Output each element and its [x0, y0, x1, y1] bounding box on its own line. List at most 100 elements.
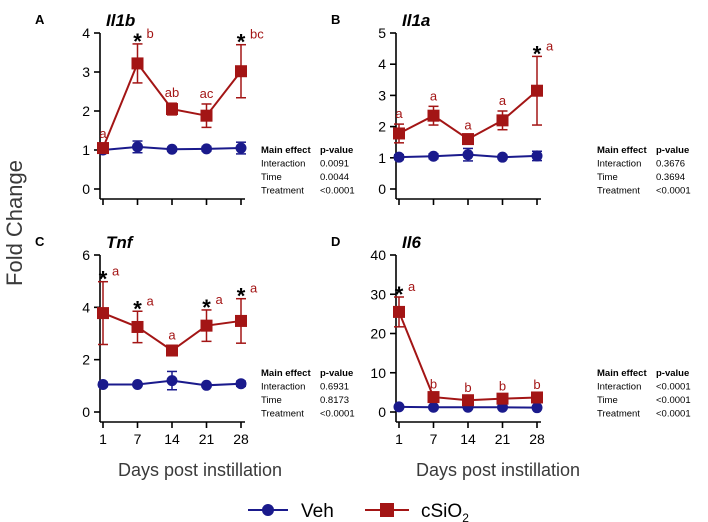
y-tick-label: 3: [378, 87, 386, 103]
stats-p-value: 0.0044: [320, 172, 349, 183]
significance-star: *: [237, 30, 246, 55]
significance-letter: a: [168, 327, 176, 342]
data-point-veh: [531, 150, 543, 162]
significance-star: *: [202, 295, 211, 320]
data-point-csio2: [462, 394, 474, 407]
y-tick-label: 30: [370, 286, 386, 302]
stats-p-value: 0.6931: [320, 382, 349, 393]
stats-effect-name: Interaction: [597, 159, 641, 170]
significance-star: *: [133, 29, 142, 54]
series-veh: [97, 140, 247, 156]
stats-effect-name: Treatment: [261, 186, 304, 197]
data-point-csio2: [200, 319, 213, 332]
significance-letter: a: [499, 93, 507, 108]
data-point-csio2: [200, 109, 213, 122]
significance-star: *: [395, 282, 404, 307]
significance-star: *: [133, 296, 142, 321]
panel-d: D Il6 0 10 20 30 40 1 7 14 21 28 a * b b b b Main effect p-…: [331, 233, 691, 447]
y-tick-label: 10: [370, 365, 386, 381]
data-point-veh: [462, 149, 474, 161]
stats-effect-name: Interaction: [597, 382, 641, 393]
data-point-veh: [393, 151, 405, 163]
stats-table: Main effect p-value Interaction <0.0001 Time…: [597, 368, 691, 420]
data-point-csio2: [531, 84, 543, 97]
data-point-veh: [132, 141, 143, 153]
x-axis-label-right: Days post instillation: [416, 460, 580, 480]
series-csio2: a * a * a a * a *: [97, 264, 258, 357]
stats-p-value: <0.0001: [656, 409, 691, 420]
panel-b: B Il1a 0 1 2 3 4 5 a a a a a * Main effect p-value Inter…: [331, 11, 691, 205]
stats-effect-name: Interaction: [261, 159, 305, 170]
stats-effect-name: Treatment: [597, 186, 640, 197]
stats-header-pvalue: p-value: [656, 368, 689, 379]
x-tick-label: 14: [460, 431, 476, 447]
significance-letter: b: [147, 26, 154, 41]
data-point-csio2: [97, 142, 109, 155]
data-point-veh: [235, 378, 247, 390]
significance-letter: b: [533, 377, 540, 392]
data-point-veh: [235, 142, 247, 154]
data-point-veh: [97, 379, 109, 391]
y-tick-label: 4: [378, 56, 386, 72]
significance-star: *: [533, 41, 542, 66]
panel-title: Tnf: [106, 233, 135, 252]
legend: Veh cSiO2: [248, 501, 469, 522]
x-tick-label: 21: [495, 431, 511, 447]
significance-letter: ac: [200, 86, 214, 101]
panel-title: Il6: [402, 233, 421, 252]
y-tick-label: 0: [82, 181, 90, 197]
significance-letter: b: [464, 380, 471, 395]
y-tick-label: 6: [82, 247, 90, 263]
significance-letter: a: [216, 292, 224, 307]
y-tick-label: 20: [370, 326, 386, 342]
legend-label-veh: Veh: [301, 501, 334, 522]
data-point-csio2: [166, 103, 178, 116]
legend-marker-csio2: [380, 503, 394, 517]
x-tick-label: 21: [199, 431, 215, 447]
stats-header-pvalue: p-value: [320, 368, 353, 379]
legend-marker-veh: [262, 504, 274, 516]
y-tick-label: 0: [378, 404, 386, 420]
data-point-csio2: [131, 320, 144, 333]
stats-effect-name: Interaction: [261, 382, 305, 393]
y-tick-label: 0: [378, 181, 386, 197]
data-point-veh: [428, 401, 439, 413]
data-point-csio2: [496, 114, 509, 127]
x-tick-label: 14: [164, 431, 180, 447]
data-point-csio2: [235, 65, 247, 78]
significance-letter: a: [464, 117, 472, 132]
y-tick-label: 2: [378, 119, 386, 135]
significance-letter: b: [499, 378, 506, 393]
x-tick-label: 1: [99, 431, 107, 447]
significance-letter: a: [112, 264, 120, 279]
data-point-veh: [201, 143, 212, 155]
stats-header-pvalue: p-value: [656, 145, 689, 156]
panel-letter: B: [331, 12, 340, 27]
legend-label-csio2: cSiO2: [421, 501, 469, 522]
stats-effect-name: Treatment: [261, 409, 304, 420]
data-point-csio2: [427, 109, 440, 122]
stats-effect-name: Time: [597, 172, 618, 183]
data-point-veh: [497, 151, 508, 163]
legend-label-csio2-subscript: 2: [462, 511, 469, 522]
panel-letter: A: [35, 12, 45, 27]
panel-title: Il1b: [106, 11, 135, 30]
series-veh: [393, 147, 543, 163]
stats-p-value: 0.3676: [656, 159, 685, 170]
data-point-veh: [393, 401, 405, 413]
stats-effect-name: Time: [261, 395, 282, 406]
x-axis-label-left: Days post instillation: [118, 460, 282, 480]
y-tick-label: 5: [378, 25, 386, 41]
stats-p-value: <0.0001: [656, 382, 691, 393]
data-point-veh: [201, 379, 212, 391]
y-tick-label: 4: [82, 25, 90, 41]
stats-effect-name: Treatment: [597, 409, 640, 420]
data-point-csio2: [427, 391, 440, 404]
data-point-csio2: [166, 344, 178, 357]
stats-p-value: <0.0001: [656, 395, 691, 406]
data-point-csio2: [97, 307, 109, 320]
data-point-csio2: [462, 133, 474, 146]
legend-label-csio2-base: cSiO: [421, 501, 462, 522]
